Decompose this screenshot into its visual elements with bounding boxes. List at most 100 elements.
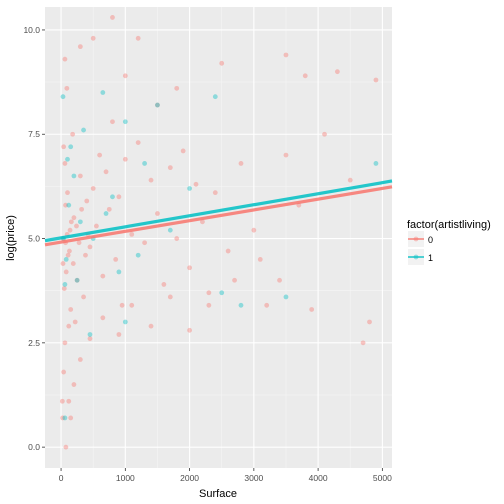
data-point-series-0 <box>77 44 83 50</box>
data-point-series-1 <box>62 415 68 421</box>
data-point-series-0 <box>87 336 93 342</box>
data-point-series-1 <box>122 119 128 125</box>
data-point-series-1 <box>212 94 218 100</box>
data-point-series-0 <box>225 248 231 254</box>
data-point-series-0 <box>135 140 141 145</box>
data-point-series-0 <box>174 236 180 241</box>
data-point-series-0 <box>87 244 93 250</box>
data-point-series-1 <box>63 257 69 262</box>
data-point-series-0 <box>72 319 78 325</box>
x-axis-ticks: 0 1000 2000 3000 4000 5000 <box>59 468 392 483</box>
data-point-series-0 <box>62 161 68 166</box>
data-point-series-0 <box>100 315 106 321</box>
data-point-series-0 <box>63 269 69 275</box>
data-point-series-1 <box>103 211 109 216</box>
data-point-series-1 <box>373 161 379 166</box>
data-point-series-0 <box>135 35 141 41</box>
x-tick-label: 0 <box>59 473 64 483</box>
data-point-series-0 <box>61 286 67 292</box>
data-point-series-0 <box>129 231 135 237</box>
data-point-series-0 <box>110 15 115 20</box>
data-point-series-0 <box>70 131 76 137</box>
data-point-series-0 <box>64 85 70 91</box>
data-point-series-0 <box>60 261 66 266</box>
data-point-series-0 <box>70 261 76 266</box>
data-point-series-0 <box>65 190 70 196</box>
data-point-series-0 <box>65 252 71 258</box>
data-point-series-1 <box>110 194 115 200</box>
data-point-series-0 <box>180 148 186 154</box>
data-point-series-0 <box>283 52 289 58</box>
data-point-series-0 <box>71 382 77 387</box>
data-point-series-0 <box>257 257 263 262</box>
fit-line-series-1 <box>44 179 393 243</box>
legend: factor(artistliving) 0 1 <box>407 219 491 265</box>
data-point-series-0 <box>84 198 90 204</box>
data-point-series-0 <box>167 165 173 171</box>
data-point-series-0 <box>309 307 315 312</box>
data-point-series-0 <box>155 211 160 216</box>
data-point-series-1 <box>68 144 74 150</box>
y-tick-label: 5.0 <box>28 234 40 244</box>
data-point-series-1 <box>87 332 93 337</box>
data-point-series-0 <box>148 323 154 329</box>
data-point-series-0 <box>66 323 72 329</box>
data-point-series-0 <box>187 265 192 271</box>
data-point-series-0 <box>155 102 160 108</box>
data-point-series-0 <box>59 398 65 404</box>
data-point-series-0 <box>67 248 72 254</box>
fit-lines <box>44 179 393 247</box>
panel-background <box>45 7 392 468</box>
data-point-series-0 <box>67 227 73 233</box>
data-point-series-0 <box>219 60 225 66</box>
data-point-series-0 <box>174 85 180 91</box>
data-point-series-0 <box>232 277 237 283</box>
data-point-series-0 <box>77 357 83 362</box>
data-point-series-0 <box>161 282 167 287</box>
x-tick-label: 2000 <box>180 473 199 483</box>
data-point-series-0 <box>68 415 74 421</box>
x-tick-label: 3000 <box>244 473 263 483</box>
data-point-series-0 <box>277 277 282 283</box>
data-point-series-0 <box>62 340 68 346</box>
data-point-series-0 <box>129 302 135 308</box>
data-point-series-0 <box>193 181 199 187</box>
data-point-series-0 <box>113 257 119 262</box>
data-point-series-1 <box>142 161 148 166</box>
data-point-series-0 <box>148 177 154 183</box>
data-point-series-0 <box>119 302 125 308</box>
data-point-series-0 <box>212 190 218 196</box>
data-point-series-1 <box>74 277 80 283</box>
data-point-series-1 <box>283 294 289 300</box>
data-point-series-0 <box>302 73 308 79</box>
data-point-series-0 <box>238 161 244 166</box>
fit-line-series-0 <box>44 185 393 247</box>
data-point-series-0 <box>61 369 67 375</box>
data-point-series-0 <box>206 290 212 296</box>
data-point-series-0 <box>206 302 212 308</box>
data-point-series-0 <box>360 340 366 346</box>
data-point-series-0 <box>106 206 112 212</box>
x-tick-label: 1000 <box>116 473 135 483</box>
legend-title: factor(artistliving) <box>407 219 491 231</box>
data-point-series-0 <box>347 177 353 183</box>
data-point-series-1 <box>71 173 77 179</box>
data-point-series-1 <box>65 156 70 162</box>
grid-minor <box>45 7 392 468</box>
data-point-series-0 <box>103 169 109 175</box>
y-tick-label: 0.0 <box>28 442 40 452</box>
y-tick-label: 7.5 <box>28 129 40 139</box>
data-point-series-0 <box>97 152 103 158</box>
legend-keys <box>408 231 424 265</box>
legend-label-0: 0 <box>428 235 433 245</box>
data-point-series-0 <box>63 202 68 208</box>
data-point-series-0 <box>77 173 83 179</box>
data-point-series-0 <box>142 240 148 246</box>
data-point-series-0 <box>76 240 82 246</box>
data-point-series-0 <box>373 77 379 83</box>
data-point-series-0 <box>94 223 99 229</box>
data-point-series-1 <box>187 186 192 191</box>
data-point-series-0 <box>167 294 173 300</box>
data-point-series-0 <box>81 294 86 300</box>
